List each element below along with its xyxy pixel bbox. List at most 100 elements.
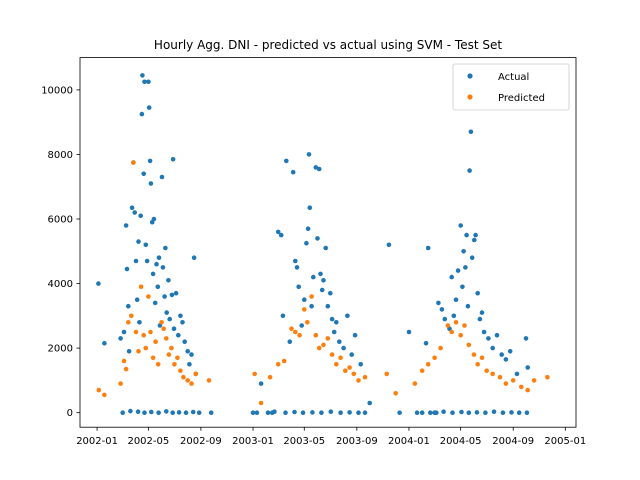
point-predicted [126,320,131,325]
point-predicted [138,284,144,290]
point-actual [176,410,182,415]
point-predicted [321,342,326,348]
point-actual [442,316,448,322]
point-actual [187,362,192,367]
point-predicted [146,294,151,299]
point-actual [265,410,271,416]
point-actual [509,410,514,415]
point-predicted [438,345,443,351]
point-predicted [458,332,464,338]
point-actual [152,300,158,306]
point-actual [141,171,146,177]
point-predicted [133,329,139,335]
point-predicted [169,345,174,351]
point-actual [280,313,286,319]
point-predicted [267,374,273,380]
chart-title: Hourly Agg. DNI - predicted vs actual us… [154,38,502,52]
point-predicted [510,378,516,383]
point-predicted [297,332,302,338]
point-actual [428,410,433,416]
point-actual [173,290,179,296]
point-predicted [150,355,156,361]
point-actual [300,410,306,416]
point-actual [185,349,190,354]
point-actual [386,242,392,248]
point-predicted [453,320,459,325]
point-predicted [305,320,310,325]
point-predicted [432,355,437,361]
point-actual [358,362,364,367]
point-actual [481,329,487,335]
point-predicted [281,358,287,364]
point-actual [272,409,277,415]
point-predicted [143,345,149,351]
point-actual [126,349,132,354]
point-actual [441,409,446,415]
point-actual [149,409,154,415]
point-actual [483,410,488,416]
point-predicted [462,323,467,328]
point-actual [129,205,135,210]
point-actual [307,205,313,210]
point-actual [136,239,141,244]
point-predicted [425,362,431,367]
legend-label-predicted: Predicted [498,93,545,104]
point-actual [147,158,153,164]
point-actual [347,410,352,415]
point-actual [189,352,194,357]
point-actual [304,240,309,246]
point-actual [182,339,187,345]
point-predicted [189,381,194,386]
point-actual [294,265,300,270]
point-predicted [175,355,180,361]
point-actual [170,157,176,162]
point-actual [154,261,159,267]
point-predicted [356,378,361,383]
point-actual [474,410,480,415]
point-predicted [497,374,503,380]
point-predicted [484,368,490,374]
point-actual [525,365,530,370]
point-predicted [102,392,107,398]
point-actual [170,410,175,416]
point-actual [299,323,305,328]
point-actual [397,410,402,416]
point-predicted [338,355,343,361]
point-actual [120,410,125,416]
point-actual [325,303,331,309]
point-actual [507,349,513,354]
point-actual [150,271,156,277]
point-actual [164,409,169,414]
point-predicted [193,371,199,377]
point-predicted [393,391,399,396]
point-actual [439,307,445,312]
point-actual [283,410,288,416]
point-actual [469,255,475,260]
point-predicted [449,329,455,335]
point-predicted [129,313,134,319]
point-actual [461,249,466,254]
point-actual [146,105,152,110]
point-actual [451,313,457,319]
point-actual [126,303,131,309]
point-actual [163,245,168,251]
point-actual [499,352,505,357]
point-actual [436,300,441,306]
y-tick-label: 0 [67,408,73,419]
point-actual [151,216,157,222]
point-predicted [148,329,153,335]
point-predicted [347,365,352,370]
point-actual [156,410,161,416]
point-predicted [362,374,368,380]
x-axis: 2002-01 2002-05 2002-09 2003-01 2003-05 2003-… [76,427,586,447]
point-actual [135,409,141,415]
point-actual [356,410,361,416]
point-actual [352,332,358,338]
point-actual [169,292,175,298]
point-actual [180,320,185,325]
point-actual [463,265,468,270]
point-predicted [159,320,164,325]
point-actual [156,255,162,260]
point-predicted [123,366,129,372]
y-tick-label: 6000 [48,214,73,225]
